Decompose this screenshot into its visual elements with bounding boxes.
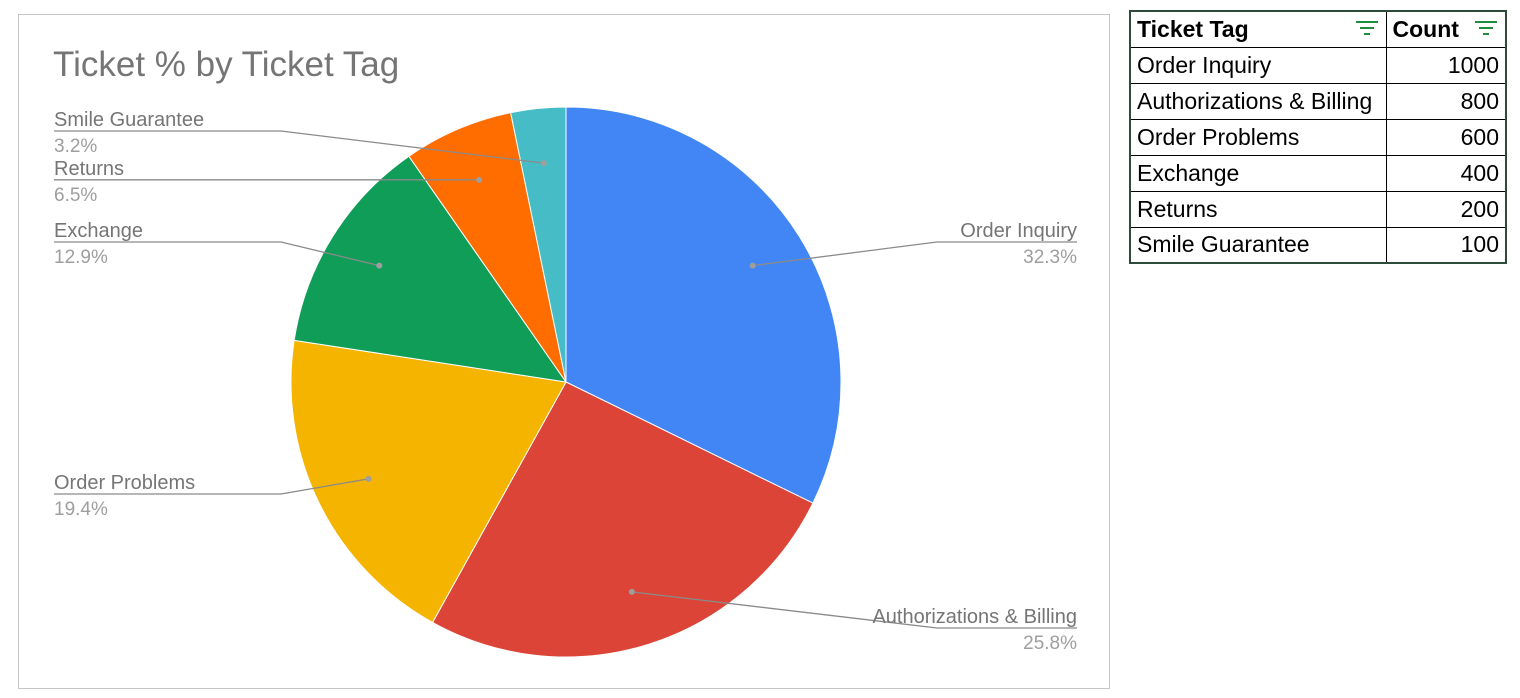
table-cell-tag[interactable]: Order Inquiry xyxy=(1129,46,1387,84)
table-cell-count[interactable]: 400 xyxy=(1385,154,1507,192)
data-label-name: Exchange xyxy=(54,220,143,242)
leader-dot-authorizations-billing xyxy=(628,588,635,595)
table-cell-tag[interactable]: Returns xyxy=(1129,190,1387,228)
column-header-ticket-tag[interactable]: Ticket Tag xyxy=(1129,10,1387,48)
table-row: Authorizations & Billing 800 xyxy=(1129,82,1507,120)
chart-container[interactable]: Ticket % by Ticket Tag Order Inquiry 32.3… xyxy=(18,14,1110,689)
table-cell-count[interactable]: 1000 xyxy=(1385,46,1507,84)
data-label-percent: 19.4% xyxy=(54,499,108,520)
data-label-name: Order Inquiry xyxy=(960,220,1077,242)
table-cell-count[interactable]: 600 xyxy=(1385,118,1507,156)
data-label-name: Smile Guarantee xyxy=(54,109,204,131)
table-cell-tag[interactable]: Order Problems xyxy=(1129,118,1387,156)
pie-slice-smile-guarantee[interactable] xyxy=(510,106,567,383)
pie-chart: Order Inquiry 32.3% Authorizations & Billi… xyxy=(54,106,1077,658)
leader-line-authorizations-billing xyxy=(631,591,1077,629)
data-table: Ticket Tag Count Order Inquiry 1000 Auth… xyxy=(1129,10,1507,264)
table-cell-tag[interactable]: Authorizations & Billing xyxy=(1129,82,1387,120)
data-label-percent: 32.3% xyxy=(1023,247,1077,268)
leader-line-order-inquiry xyxy=(752,241,1077,267)
table-row: Order Inquiry 1000 xyxy=(1129,46,1507,84)
table-row: Order Problems 600 xyxy=(1129,118,1507,156)
leader-line-exchange xyxy=(54,241,380,267)
leader-dot-order-problems xyxy=(365,475,372,482)
filter-icon[interactable] xyxy=(1475,21,1497,37)
leader-line-order-problems xyxy=(54,478,369,495)
leader-line-smile-guarantee xyxy=(54,130,544,164)
table-cell-tag[interactable]: Smile Guarantee xyxy=(1129,226,1387,264)
column-header-label: Count xyxy=(1392,15,1459,42)
table-cell-tag[interactable]: Exchange xyxy=(1129,154,1387,192)
table-cell-count[interactable]: 100 xyxy=(1385,226,1507,264)
column-header-count[interactable]: Count xyxy=(1385,10,1507,48)
leader-dot-smile-guarantee xyxy=(540,160,547,167)
table-header-row: Ticket Tag Count xyxy=(1129,10,1507,48)
data-label-percent: 12.9% xyxy=(54,247,108,268)
leader-dot-order-inquiry xyxy=(749,262,756,269)
leader-dot-returns xyxy=(476,176,483,183)
pie-slice-order-inquiry[interactable] xyxy=(565,106,842,504)
pie-slice-authorizations-billing[interactable] xyxy=(431,381,814,658)
data-label-name: Authorizations & Billing xyxy=(872,606,1077,628)
filter-icon[interactable] xyxy=(1355,21,1378,37)
table-cell-count[interactable]: 800 xyxy=(1385,82,1507,120)
pie-slice-order-problems[interactable] xyxy=(290,339,567,624)
leader-dot-exchange xyxy=(376,262,383,269)
table-row: Smile Guarantee 100 xyxy=(1129,226,1507,264)
table-cell-count[interactable]: 200 xyxy=(1385,190,1507,228)
chart-title: Ticket % by Ticket Tag xyxy=(53,45,400,84)
data-label-percent: 6.5% xyxy=(54,185,97,206)
data-label-percent: 25.8% xyxy=(1023,633,1077,654)
column-header-label: Ticket Tag xyxy=(1137,15,1249,42)
data-label-name: Order Problems xyxy=(54,472,195,494)
data-label-name: Returns xyxy=(54,158,124,180)
pie-slice-exchange[interactable] xyxy=(293,155,568,383)
table-row: Exchange 400 xyxy=(1129,154,1507,192)
data-label-percent: 3.2% xyxy=(54,136,97,157)
table-row: Returns 200 xyxy=(1129,190,1507,228)
